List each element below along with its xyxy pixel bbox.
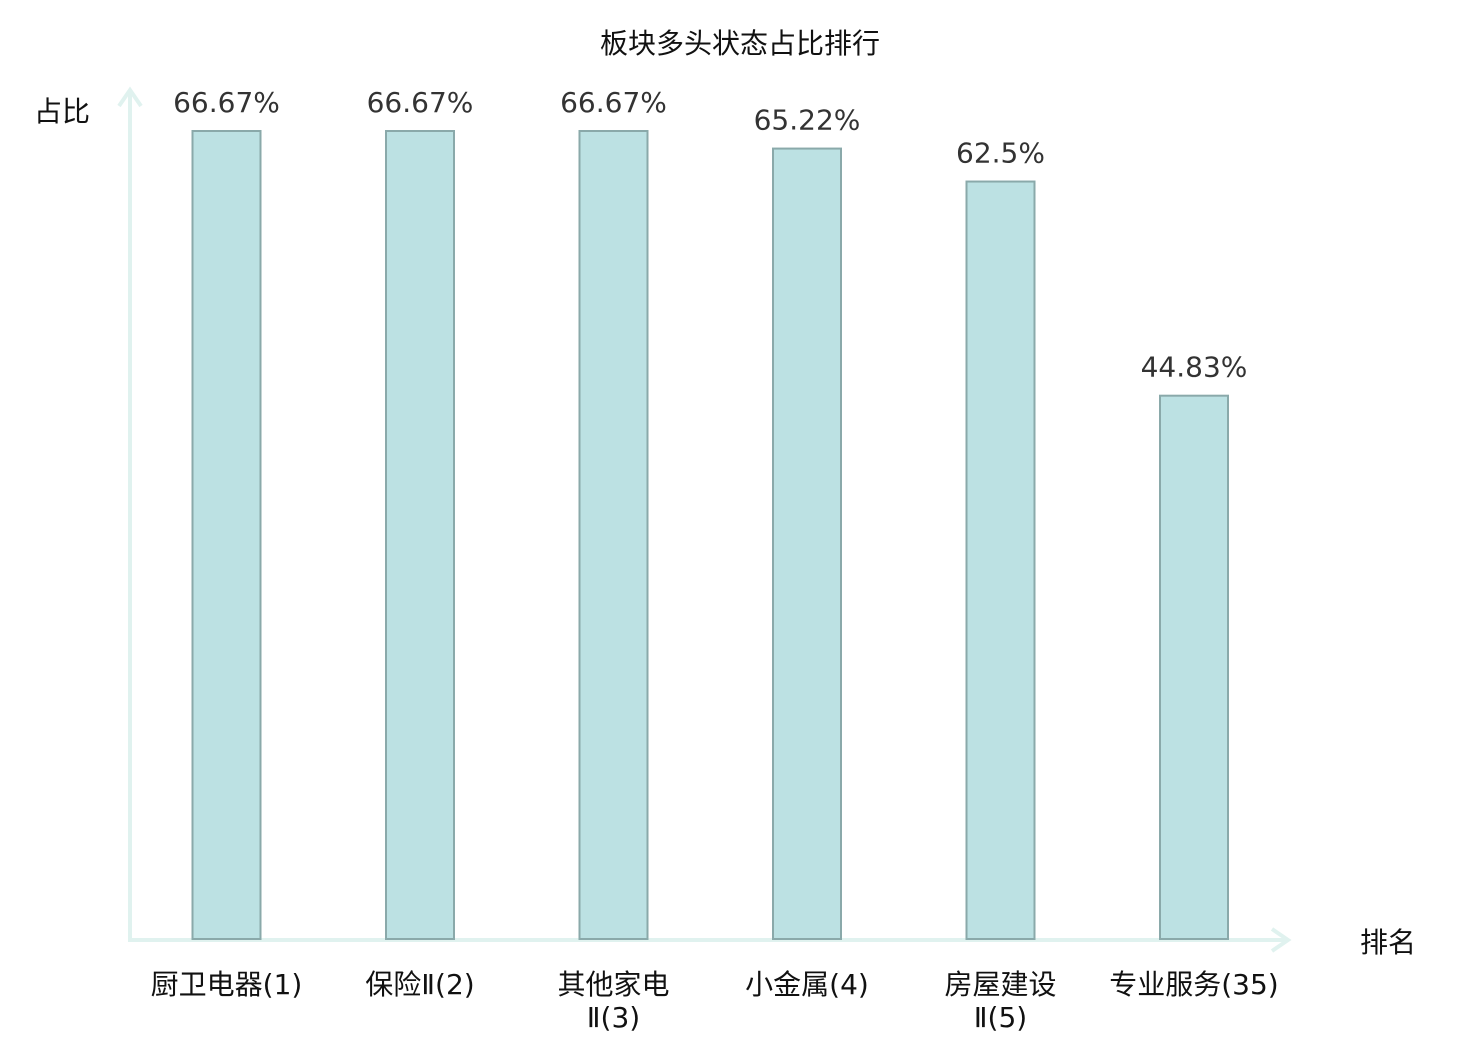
y-axis-label: 占比 (34, 95, 90, 128)
value-label-3: 66.67% (560, 86, 667, 119)
category-label-line: 保险Ⅱ(2) (365, 968, 474, 1001)
chart-title: 板块多头状态占比排行 (600, 27, 880, 60)
value-label-6: 44.83% (1141, 351, 1248, 384)
value-labels-group: 66.67% 66.67% 66.67% 65.22% 62.5% 44.83% (173, 86, 1247, 384)
bar-2 (385, 130, 455, 940)
x-axis (128, 927, 1292, 953)
category-label-line: 其他家电 (557, 968, 669, 1001)
category-label-line: 厨卫电器(1) (151, 968, 303, 1001)
category-label-line: Ⅱ(3) (587, 1001, 640, 1034)
x-axis-label: 排名 (1360, 926, 1416, 959)
bar-5 (965, 180, 1036, 940)
category-label-line: Ⅱ(5) (974, 1001, 1027, 1034)
category-label-5: 房屋建设 Ⅱ(5) (944, 968, 1056, 1034)
y-axis (117, 86, 143, 940)
category-label-2: 保险Ⅱ(2) (365, 968, 474, 1001)
value-label-2: 66.67% (367, 86, 474, 119)
bar-1 (191, 130, 262, 940)
y-axis-arrow (117, 86, 143, 108)
bar-4 (772, 147, 842, 940)
category-label-3: 其他家电 Ⅱ(3) (557, 968, 669, 1034)
value-label-5: 62.5% (956, 137, 1045, 170)
value-label-1: 66.67% (173, 86, 280, 119)
category-labels-group: 厨卫电器(1) 保险Ⅱ(2) 其他家电 Ⅱ(3) 小金属(4) 房屋建设 Ⅱ(5) 专业服务(… (151, 968, 1279, 1034)
value-label-4: 65.22% (754, 104, 861, 137)
category-label-6: 专业服务(35) (1109, 968, 1278, 1001)
category-label-4: 小金属(4) (745, 968, 869, 1001)
category-label-1: 厨卫电器(1) (151, 968, 303, 1001)
category-label-line: 专业服务(35) (1109, 968, 1278, 1001)
category-label-line: 房屋建设 (944, 968, 1056, 1001)
bar-3 (578, 130, 649, 940)
x-axis-arrow (1270, 927, 1292, 953)
category-label-line: 小金属(4) (745, 968, 869, 1001)
bar-6 (1159, 394, 1229, 940)
bars-group (191, 130, 1229, 940)
